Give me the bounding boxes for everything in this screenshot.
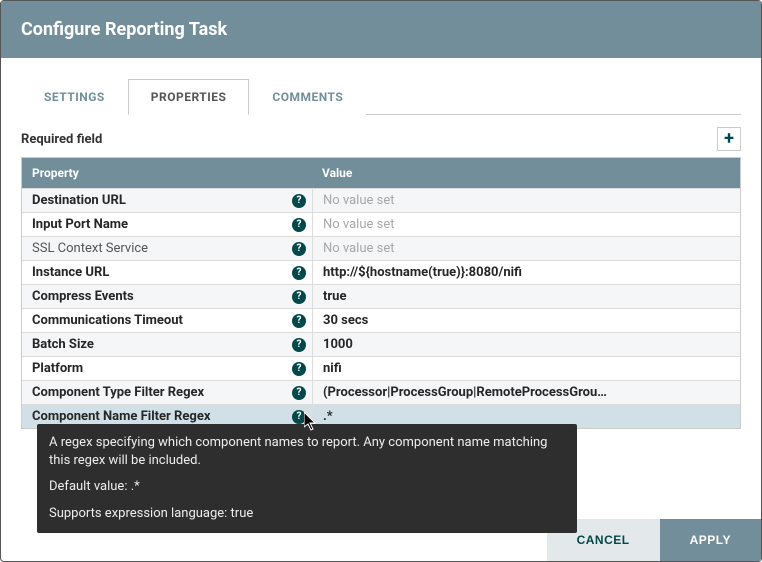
property-name-cell: Platform? bbox=[22, 357, 312, 380]
property-name-cell: Compress Events? bbox=[22, 285, 312, 308]
property-name-cell: SSL Context Service? bbox=[22, 237, 312, 260]
required-field-label: Required field bbox=[21, 132, 102, 147]
property-name: Platform bbox=[32, 361, 83, 376]
tab-comments[interactable]: COMMENTS bbox=[249, 79, 366, 115]
property-name-cell: Instance URL? bbox=[22, 261, 312, 284]
table-row[interactable]: Platform?nifi bbox=[22, 356, 740, 380]
property-value-cell[interactable]: No value set bbox=[312, 237, 740, 260]
dialog-footer: CANCEL APPLY bbox=[547, 519, 761, 561]
help-icon[interactable]: ? bbox=[292, 218, 306, 232]
property-value-cell[interactable]: No value set bbox=[312, 189, 740, 212]
property-name: Instance URL bbox=[32, 265, 109, 280]
properties-table: Property Value Destination URL?No value … bbox=[21, 157, 741, 429]
tooltip-expression: Supports expression language: true bbox=[49, 505, 565, 523]
property-value-cell[interactable]: 1000 bbox=[312, 333, 740, 356]
table-row[interactable]: Batch Size?1000 bbox=[22, 332, 740, 356]
plus-icon: + bbox=[724, 130, 734, 148]
table-row[interactable]: SSL Context Service?No value set bbox=[22, 236, 740, 260]
table-row[interactable]: Component Type Filter Regex?(Processor|P… bbox=[22, 380, 740, 404]
property-name: Communications Timeout bbox=[32, 313, 183, 328]
table-body: Destination URL?No value setInput Port N… bbox=[22, 188, 740, 428]
help-icon[interactable]: ? bbox=[292, 242, 306, 256]
property-name: Compress Events bbox=[32, 289, 134, 304]
help-icon[interactable]: ? bbox=[292, 362, 306, 376]
tab-properties[interactable]: PROPERTIES bbox=[128, 79, 250, 115]
help-icon[interactable]: ? bbox=[292, 290, 306, 304]
table-row[interactable]: Input Port Name?No value set bbox=[22, 212, 740, 236]
property-value-cell[interactable]: true bbox=[312, 285, 740, 308]
dialog-title-bar: Configure Reporting Task bbox=[1, 1, 761, 58]
property-name-cell: Destination URL? bbox=[22, 189, 312, 212]
property-value-cell[interactable]: 30 secs bbox=[312, 309, 740, 332]
property-name: Component Name Filter Regex bbox=[32, 409, 210, 424]
help-tooltip: A regex specifying which component names… bbox=[37, 424, 577, 533]
col-header-value: Value bbox=[312, 158, 740, 188]
tab-bar: SETTINGS PROPERTIES COMMENTS bbox=[21, 78, 741, 115]
dialog-title: Configure Reporting Task bbox=[21, 19, 227, 40]
property-value-cell[interactable]: nifi bbox=[312, 357, 740, 380]
table-row[interactable]: Communications Timeout?30 secs bbox=[22, 308, 740, 332]
property-name: Destination URL bbox=[32, 193, 126, 208]
property-name: Input Port Name bbox=[32, 217, 128, 232]
table-row[interactable]: Compress Events?true bbox=[22, 284, 740, 308]
required-row: Required field + bbox=[21, 127, 741, 151]
property-name-cell: Component Type Filter Regex? bbox=[22, 381, 312, 404]
help-icon[interactable]: ? bbox=[292, 338, 306, 352]
apply-button[interactable]: APPLY bbox=[660, 519, 761, 561]
tooltip-description: A regex specifying which component names… bbox=[49, 434, 565, 470]
tooltip-default: Default value: .* bbox=[49, 478, 565, 496]
dialog-content: SETTINGS PROPERTIES COMMENTS Required fi… bbox=[1, 78, 761, 429]
property-value-cell[interactable]: No value set bbox=[312, 213, 740, 236]
property-name: Component Type Filter Regex bbox=[32, 385, 204, 400]
property-name: SSL Context Service bbox=[32, 241, 148, 256]
property-value-cell[interactable]: http://${hostname(true)}:8080/nifi bbox=[312, 261, 740, 284]
property-name: Batch Size bbox=[32, 337, 94, 352]
property-name-cell: Communications Timeout? bbox=[22, 309, 312, 332]
help-icon[interactable]: ? bbox=[292, 266, 306, 280]
help-icon[interactable]: ? bbox=[292, 314, 306, 328]
table-row[interactable]: Destination URL?No value set bbox=[22, 188, 740, 212]
property-value-cell[interactable]: (Processor|ProcessGroup|RemoteProcessGro… bbox=[312, 381, 740, 404]
help-icon[interactable]: ? bbox=[292, 386, 306, 400]
table-row[interactable]: Instance URL?http://${hostname(true)}:80… bbox=[22, 260, 740, 284]
add-property-button[interactable]: + bbox=[717, 127, 741, 151]
help-icon[interactable]: ? bbox=[292, 410, 306, 424]
property-name-cell: Input Port Name? bbox=[22, 213, 312, 236]
col-header-property: Property bbox=[22, 158, 312, 188]
help-icon[interactable]: ? bbox=[292, 194, 306, 208]
tab-settings[interactable]: SETTINGS bbox=[21, 79, 128, 115]
table-header: Property Value bbox=[22, 158, 740, 188]
property-name-cell: Batch Size? bbox=[22, 333, 312, 356]
